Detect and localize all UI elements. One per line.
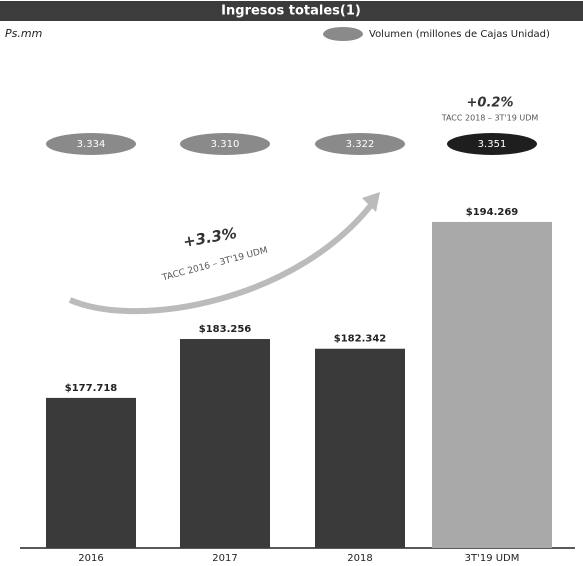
x-tick-label: 2016 [78, 553, 103, 564]
volume-ellipse [447, 133, 537, 155]
bar [46, 397, 136, 548]
volume-label: 3.351 [478, 139, 507, 150]
volume-ellipse [180, 133, 270, 155]
volume-ellipse [315, 133, 405, 155]
legend-swatch [323, 27, 363, 41]
bar-value-label: $194.269 [466, 207, 519, 218]
x-tick-label: 3T'19 UDM [465, 553, 520, 564]
bar-value-label: $177.718 [65, 383, 118, 394]
unit-label: Ps.mm [5, 27, 42, 40]
annotation-sub: TACC 2018 – 3T'19 UDM [441, 114, 539, 123]
bar [315, 348, 405, 548]
annotation: +0.2% [467, 96, 514, 111]
x-tick-label: 2018 [347, 553, 372, 564]
annotation: +3.3% [182, 224, 238, 251]
bar-value-label: $183.256 [199, 324, 252, 335]
growth-arrow [68, 198, 378, 315]
bar [432, 221, 552, 548]
chart-title: Ingresos totales(1) [221, 4, 361, 19]
title-banner [0, 1, 583, 21]
volume-label: 3.310 [211, 139, 240, 150]
bar-value-label: $182.342 [334, 334, 387, 345]
annotation-sub: TACC 2016 – 3T'19 UDM [160, 246, 269, 284]
volume-ellipse [46, 133, 136, 155]
volume-label: 3.334 [77, 139, 106, 150]
volume-label: 3.322 [346, 139, 375, 150]
bar [180, 339, 270, 548]
arrow-head [362, 192, 380, 212]
x-tick-label: 2017 [212, 553, 237, 564]
legend-label: Volumen (millones de Cajas Unidad) [369, 29, 550, 40]
